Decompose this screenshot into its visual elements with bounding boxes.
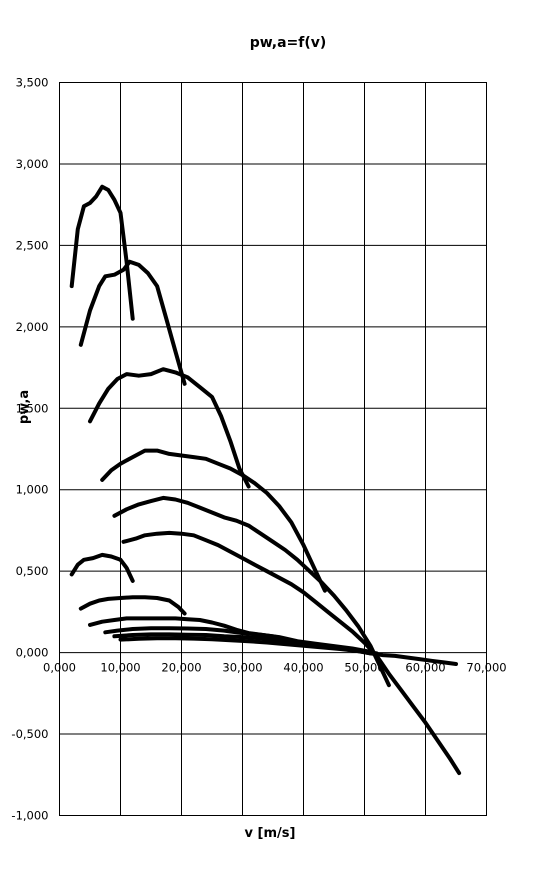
x-tick-label: 20,000 (161, 661, 201, 675)
y-tick-label: 1,500 (16, 401, 49, 415)
plot-frame (59, 82, 487, 816)
y-tick-label: -0,500 (11, 727, 48, 741)
y-tick-label: 2,000 (16, 320, 49, 334)
chart-title: pw,a=f(v) (250, 35, 327, 51)
y-axis-label: pw,a (17, 390, 32, 424)
x-tick-label: 10,000 (100, 661, 140, 675)
x-tick-label: 60,000 (405, 661, 445, 675)
series-line-2 (78, 259, 187, 386)
series-line-12 (118, 636, 379, 656)
series-line-8 (78, 595, 187, 616)
y-tick-label: 0,000 (16, 646, 49, 660)
series-line-6 (121, 530, 462, 776)
y-tick-label: 1,000 (16, 483, 49, 497)
x-axis-label: v [m/s] (245, 826, 296, 841)
x-tick-label: 50,000 (344, 661, 384, 675)
x-tick-label: 70,000 (466, 661, 506, 675)
x-tick-label: 30,000 (222, 661, 262, 675)
x-tick-label: 40,000 (283, 661, 323, 675)
y-tick-label: 0,500 (16, 564, 49, 578)
series-line-4 (100, 448, 327, 593)
series-group (69, 184, 462, 776)
series-line-5 (112, 495, 391, 688)
x-tick-label: 0,000 (43, 661, 76, 675)
grid-lines (59, 82, 487, 816)
y-tick-label: -1,000 (11, 809, 48, 823)
series-line-7 (69, 552, 135, 583)
series-line-3 (88, 367, 251, 489)
y-tick-label: 2,500 (16, 238, 49, 252)
y-tick-label: 3,500 (16, 76, 49, 90)
y-tick-label: 3,000 (16, 157, 49, 171)
x-tick-labels: 0,000 10,000 20,000 30,000 40,000 50,000 60,00… (43, 661, 507, 675)
series-line-1 (69, 184, 135, 321)
y-tick-labels: -1,000 -0,500 0,000 0,500 1,000 1,500 2,000 2,5… (11, 76, 48, 823)
